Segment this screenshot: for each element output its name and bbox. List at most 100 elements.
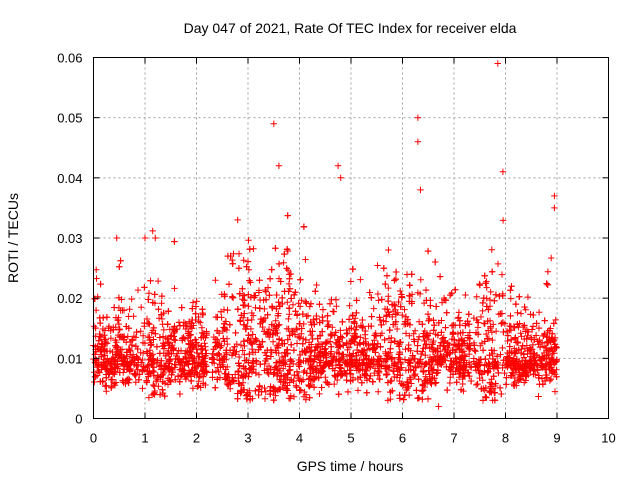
data-point [314, 335, 321, 342]
data-point [296, 320, 304, 327]
data-point [290, 360, 297, 368]
data-point [443, 363, 450, 371]
data-point [134, 286, 142, 294]
data-point [241, 342, 248, 350]
data-point [513, 366, 520, 374]
data-point [390, 367, 397, 375]
data-point [499, 217, 507, 224]
data-point [288, 376, 295, 383]
data-point [327, 350, 334, 358]
data-point [266, 292, 273, 299]
data-point [359, 359, 367, 366]
data-point [185, 340, 192, 347]
data-point [255, 386, 263, 393]
data-point [383, 371, 391, 378]
data-point [241, 310, 248, 317]
data-point [179, 366, 187, 374]
data-point [424, 310, 432, 318]
data-point [150, 390, 157, 397]
data-point [328, 343, 335, 350]
data-point [102, 338, 109, 346]
data-point [235, 353, 243, 361]
data-point [255, 289, 263, 296]
data-point [377, 343, 384, 351]
data-point [200, 333, 207, 341]
data-point [193, 345, 200, 353]
data-point [356, 339, 363, 346]
data-point [339, 318, 346, 326]
data-point [539, 381, 547, 388]
data-point [316, 301, 323, 308]
data-point [152, 330, 159, 337]
data-point [435, 403, 442, 410]
data-point [434, 369, 441, 376]
data-point [467, 377, 475, 385]
data-point [312, 288, 319, 295]
data-point [360, 356, 367, 363]
data-point [368, 294, 375, 301]
data-point [376, 375, 383, 383]
data-point [425, 336, 433, 343]
data-point [239, 347, 246, 354]
data-point [120, 336, 127, 343]
data-point [313, 281, 320, 289]
data-point [339, 334, 346, 341]
data-point [483, 394, 490, 401]
data-point [190, 356, 197, 364]
data-point [418, 387, 426, 395]
data-point [375, 297, 382, 304]
data-point [305, 381, 312, 389]
data-point [329, 324, 336, 331]
data-point [277, 278, 284, 285]
data-point [244, 337, 251, 344]
data-point [240, 302, 247, 309]
data-point [274, 387, 281, 394]
data-point [227, 252, 234, 260]
data-point [363, 372, 370, 379]
data-point [276, 367, 283, 375]
data-point [434, 345, 441, 352]
data-point [284, 336, 291, 343]
data-point [234, 367, 242, 375]
data-point [131, 359, 138, 366]
data-point [201, 340, 208, 347]
data-point [123, 323, 130, 330]
data-point [284, 247, 292, 255]
data-point [182, 375, 190, 383]
data-point [517, 330, 524, 337]
data-point [501, 369, 508, 377]
data-point [382, 280, 389, 288]
data-point [227, 385, 234, 392]
data-point [139, 367, 146, 375]
data-point [486, 296, 494, 304]
data-point [493, 353, 501, 360]
data-point [271, 385, 279, 393]
data-point [171, 328, 178, 335]
data-point [233, 348, 240, 355]
data-point [477, 313, 485, 321]
data-point [274, 359, 282, 366]
data-point [508, 283, 515, 290]
data-point [99, 347, 107, 354]
data-point [159, 378, 166, 385]
data-point [477, 356, 484, 363]
data-point [412, 363, 419, 371]
data-point [265, 326, 273, 333]
data-point [285, 325, 292, 333]
data-point [255, 371, 263, 378]
data-point [255, 391, 262, 399]
data-point [415, 376, 422, 383]
data-point [131, 371, 138, 378]
data-point [221, 338, 228, 345]
data-point [141, 234, 149, 242]
data-point [158, 311, 165, 318]
data-point [284, 212, 291, 219]
data-point [271, 369, 278, 376]
data-point [392, 318, 399, 325]
data-point [123, 349, 130, 356]
data-point [248, 368, 256, 376]
data-point [240, 257, 247, 264]
data-point [353, 309, 360, 317]
data-point [401, 306, 408, 313]
data-point [157, 366, 165, 373]
